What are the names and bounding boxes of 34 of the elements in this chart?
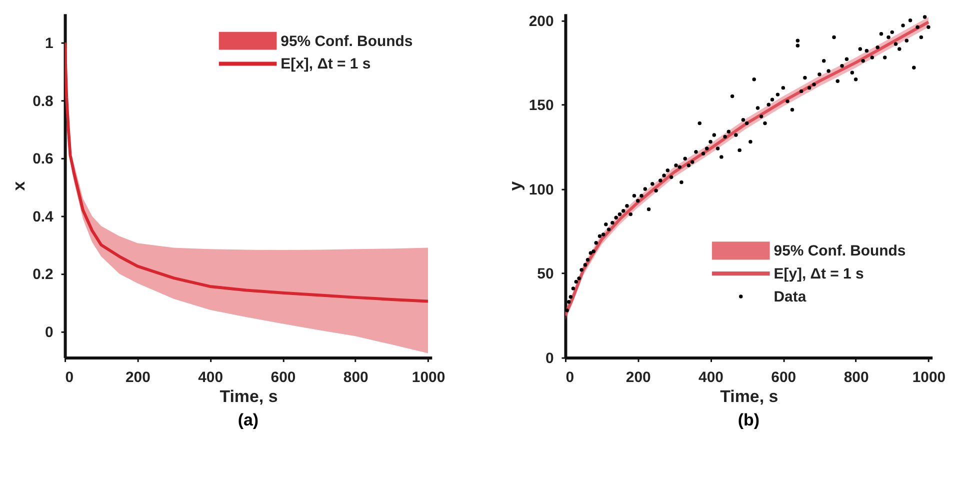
x-tick-label: 600 xyxy=(270,368,296,386)
annotation: 95% Conf. Bounds xyxy=(280,32,413,50)
y-tick-label: 200 xyxy=(528,12,554,30)
x-tick-label: 600 xyxy=(771,368,796,386)
y-tick-label: 0 xyxy=(545,350,554,368)
legend-label: Data xyxy=(774,288,807,306)
x-axis-title: Time, s xyxy=(220,386,278,406)
x-tick-label: 1000 xyxy=(412,368,446,386)
text: (a) xyxy=(238,410,259,430)
y-tick-label: 150 xyxy=(528,97,554,114)
y-tick-label: 50 xyxy=(537,266,554,283)
y-tick-label: 0.2 xyxy=(32,266,54,284)
y-tick-label: 0.8 xyxy=(32,92,54,110)
legend-label: E[x], Δt = 1 s xyxy=(280,56,371,73)
x-tick-label: 400 xyxy=(698,368,724,386)
y-tick-label: 0.4 xyxy=(32,208,54,226)
x-tick-label: 0 xyxy=(65,368,74,386)
x-tick-label: 200 xyxy=(125,368,150,386)
annotation: 95% Conf. Bounds xyxy=(774,242,906,260)
x-axis-title: Time, s xyxy=(720,386,778,406)
text: (b) xyxy=(738,410,760,430)
x-tick-label: 200 xyxy=(626,368,651,386)
x-tick-label: 400 xyxy=(198,368,224,386)
x-tick-label: 0 xyxy=(566,368,574,386)
y-axis-title: x xyxy=(10,180,29,191)
x-tick-label: 800 xyxy=(844,368,869,386)
x-tick-label: 1000 xyxy=(912,368,946,386)
x-tick-label: 800 xyxy=(343,368,368,386)
legend-label: E[y], Δt = 1 s xyxy=(774,266,864,283)
y-tick-label: 0 xyxy=(45,324,54,342)
y-tick-label: 0.6 xyxy=(32,150,54,168)
y-tick-label: 1 xyxy=(45,35,54,52)
y-axis-title: y xyxy=(506,180,525,191)
y-tick-label: 100 xyxy=(528,181,554,198)
